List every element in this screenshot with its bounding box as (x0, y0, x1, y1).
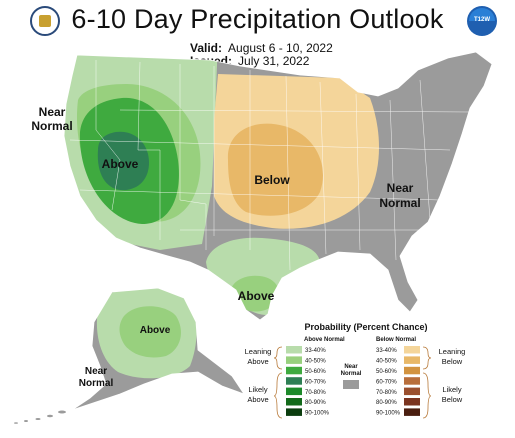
legend-above-swatch-label: 40-50% (305, 359, 326, 365)
aleutian-islands (14, 410, 66, 424)
label-near-normal-east-line2: Normal (379, 196, 420, 210)
legend-above-swatch-label: 33-40% (305, 348, 326, 354)
legend-above-swatch (286, 387, 302, 396)
label-near-normal-west-line2: Normal (31, 119, 72, 133)
valid-label: Valid: (190, 41, 223, 55)
legend-likely-below-line2: Below (442, 395, 463, 404)
conus-outline (63, 51, 493, 321)
legend-above-swatch (286, 377, 302, 385)
legend-below-swatch (404, 377, 420, 385)
legend-above-swatch-label: 70-80% (305, 390, 326, 396)
likely-above-brace (273, 372, 283, 419)
legend-title: Probability (Percent Chance) (304, 322, 427, 332)
legend-leaning-below-line1: Leaning (439, 347, 466, 356)
legend-below-swatch (404, 346, 420, 354)
legend-above-swatch (286, 366, 302, 375)
legend-above-swatches: 33-40% 40-50% 50-60% 60-70% 70-80% 80-90% 90-1… (286, 346, 330, 417)
legend-above-swatch-label: 60-70% (305, 379, 326, 385)
legend-above-swatch-label: 90-100% (305, 411, 330, 417)
leaning-above-brace (273, 346, 283, 370)
legend-below-swatch-label: 70-80% (376, 390, 397, 396)
noaa-logo-icon: T12W (467, 6, 497, 36)
legend-leaning-above-line2: Above (247, 357, 268, 366)
likely-below-brace (422, 372, 432, 419)
label-near-normal-alaska-line2: Normal (79, 378, 114, 389)
issued-value: July 31, 2022 (238, 54, 310, 68)
label-above-alaska: Above (140, 325, 171, 336)
legend-below-swatch (404, 408, 420, 416)
label-near-normal-west-line1: Near (39, 105, 66, 119)
legend-likely-above-line2: Above (247, 395, 268, 404)
legend-likely-below-line1: Likely (442, 385, 461, 394)
legend-near-label-line2: Normal (341, 371, 362, 377)
legend-likely-above-line1: Likely (248, 385, 267, 394)
noaa-logo-text: T12W (473, 17, 490, 23)
page-title: 6-10 Day Precipitation Outlook (71, 4, 444, 34)
map-labels: Near Normal Above Below Near Normal Abov… (31, 105, 420, 389)
alaska-region (72, 288, 244, 410)
legend-below-swatches: 33-40% 40-50% 50-60% 60-70% 70-80% 80-90% 90-1… (376, 346, 420, 417)
legend: Probability (Percent Chance) Above Norma… (245, 322, 466, 419)
legend-above-swatch-label: 80-90% (305, 400, 326, 406)
leaning-below-brace (422, 346, 432, 370)
legend-above-swatch (286, 356, 302, 364)
legend-below-swatch (404, 366, 420, 375)
legend-below-swatch-label: 80-90% (376, 400, 397, 406)
legend-above-swatch (286, 398, 302, 406)
valid-value: August 6 - 10, 2022 (228, 41, 333, 55)
legend-below-swatch-label: 50-60% (376, 369, 397, 375)
label-near-normal-east-line1: Near (387, 181, 414, 195)
above-60-70-west (97, 131, 150, 191)
legend-below-swatch (404, 356, 420, 364)
label-above-west: Above (102, 157, 139, 171)
legend-above-swatch (286, 408, 302, 416)
legend-below-swatch-label: 90-100% (376, 411, 401, 417)
legend-below-swatch-label: 40-50% (376, 359, 397, 365)
legend-below-swatch (404, 398, 420, 406)
valid-line: Valid: August 6 - 10, 2022 (190, 41, 333, 55)
label-near-normal-alaska-line1: Near (85, 366, 107, 377)
legend-below-header: Below Normal (376, 337, 416, 343)
legend-above-swatch-label: 50-60% (305, 369, 326, 375)
legend-above-swatch (286, 346, 302, 354)
legend-near-normal-swatch (343, 380, 359, 389)
legend-near-label-line1: Near (344, 364, 358, 370)
legend-leaning-below-line2: Below (442, 357, 463, 366)
below-40-50-central (227, 123, 323, 216)
state-borders (69, 60, 471, 271)
legend-below-swatch (404, 387, 420, 396)
legend-leaning-above-line1: Leaning (245, 347, 272, 356)
label-below-central: Below (254, 173, 290, 187)
label-above-texas: Above (238, 289, 275, 303)
alaska-above-40-50 (119, 306, 181, 358)
alaska-outline (71, 287, 246, 411)
legend-below-swatch-label: 33-40% (376, 348, 397, 354)
legend-below-swatch-label: 60-70% (376, 379, 397, 385)
doc-seal-icon (30, 6, 60, 36)
legend-above-header: Above Normal (304, 337, 345, 343)
